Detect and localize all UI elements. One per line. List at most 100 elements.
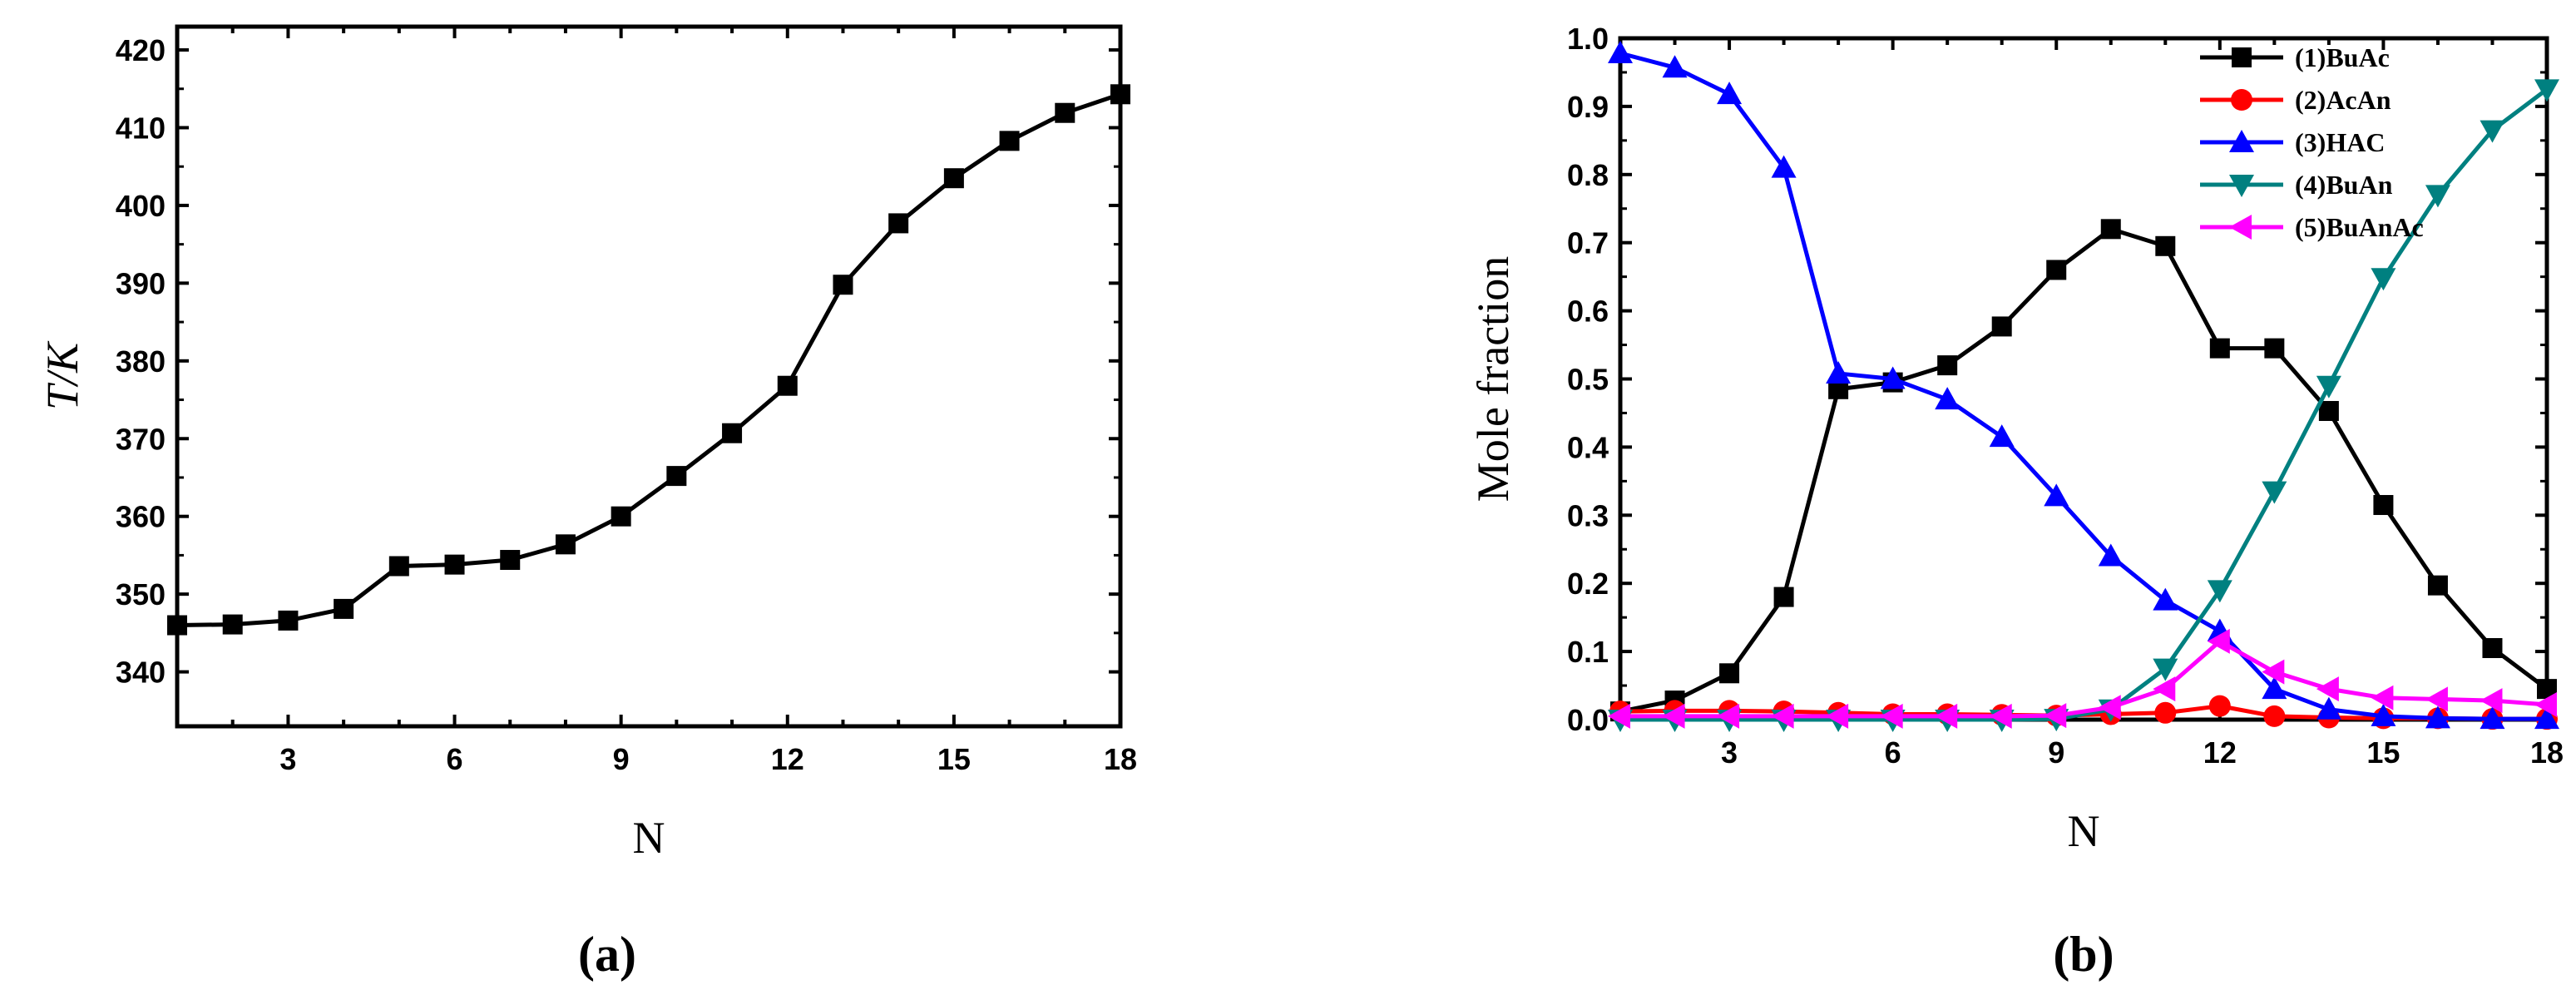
data-point [2480, 688, 2503, 714]
y-tick-label: 380 [116, 344, 166, 379]
data-point [1719, 663, 1740, 684]
data-point [1662, 703, 1685, 729]
data-point [1937, 355, 1958, 376]
x-tick-label: 6 [447, 742, 463, 776]
data-point [2100, 219, 2121, 240]
legend-marker [2232, 47, 2252, 67]
panel-a-chart: 3 6 9 12 15 18 340 350 360 370 380 390 400 410 420 N T/K… [37, 24, 1137, 982]
y-axis-title: Mole fraction [1468, 256, 1518, 502]
panel-b-chart: 3 6 9 12 15 18 0.0 0.1 0.2 0.3 0.4 0.5 0.6 0.7 0.8 0.9 1… [1468, 22, 2564, 982]
data-point [2153, 658, 2178, 681]
data-point [1771, 155, 1797, 178]
panel-label: (a) [578, 927, 636, 982]
data-point [2371, 685, 2394, 710]
data-point [2318, 400, 2339, 421]
y-tick-label: 0.8 [1567, 158, 1609, 192]
data-point [833, 275, 853, 295]
x-tick-label: 3 [279, 742, 296, 776]
legend-marker [2229, 215, 2252, 240]
data-point [722, 423, 743, 443]
data-point [1880, 703, 1903, 729]
data-point [1826, 703, 1849, 729]
data-point [1771, 703, 1794, 729]
y-tick-label: 0.7 [1567, 226, 1609, 260]
series-line [176, 92, 1121, 628]
data-point [2154, 701, 2177, 724]
data-point [2044, 483, 2069, 507]
data-point [888, 213, 909, 234]
data-point [1055, 102, 1075, 123]
data-point [1935, 387, 1960, 410]
data-point [167, 615, 187, 636]
data-point [2425, 705, 2450, 729]
y-tick-label: 410 [116, 111, 166, 145]
y-tick-label: 350 [116, 577, 166, 611]
data-point [2264, 338, 2285, 359]
x-axis-title: N [633, 813, 665, 863]
legend-entry: (4)BuAn [2295, 170, 2393, 200]
legend-marker [2229, 175, 2254, 197]
data-point [1989, 424, 2015, 448]
y-tick-label: 0.2 [1567, 567, 1609, 601]
legend-entry: (5)BuAnAc [2295, 212, 2424, 242]
legend-marker [2229, 130, 2254, 152]
data-point [500, 550, 521, 571]
data-point [777, 375, 798, 396]
data-point [1989, 703, 2012, 729]
plot-frame [175, 24, 1123, 729]
data-point [1608, 703, 1630, 729]
data-point [2425, 185, 2450, 208]
data-point [2534, 79, 2559, 102]
legend-marker [2231, 89, 2252, 111]
data-point [2373, 495, 2394, 516]
x-tick-label: 9 [2048, 735, 2064, 770]
data-point [999, 131, 1020, 151]
x-tick-label: 12 [2203, 735, 2237, 770]
data-point [2153, 676, 2176, 702]
data-point [334, 598, 354, 619]
data-point [2263, 705, 2286, 727]
data-point [2371, 703, 2396, 726]
y-tick-label: 360 [116, 500, 166, 534]
y-tick-label: 370 [116, 422, 166, 456]
y-tick-label: 1.0 [1567, 22, 1609, 56]
series-line [1619, 51, 2547, 721]
data-point [2262, 481, 2287, 504]
data-point [2207, 628, 2230, 654]
data-point [2262, 659, 2285, 685]
plot-frame [1618, 36, 2549, 722]
data-point [611, 506, 631, 527]
data-point [2316, 375, 2341, 398]
series-line [1620, 639, 2548, 719]
x-tick-label: 12 [771, 742, 804, 776]
y-tick-label: 340 [116, 656, 166, 690]
y-tick-label: 0.5 [1567, 363, 1609, 397]
data-point [222, 614, 243, 635]
data-point [2044, 703, 2067, 729]
legend-entry: (1)BuAc [2295, 42, 2390, 72]
data-point [2207, 580, 2232, 603]
data-point [1991, 316, 2012, 337]
data-point [555, 534, 576, 555]
data-point [2098, 695, 2121, 720]
y-tick-label: 390 [116, 266, 166, 300]
series-line [1619, 226, 2549, 714]
data-point [2480, 120, 2505, 143]
y-tick-label: 0.3 [1567, 498, 1609, 532]
data-point [2371, 268, 2396, 291]
y-axis-title: T/K [37, 340, 87, 410]
data-point [1773, 587, 1794, 607]
data-point [278, 610, 299, 631]
data-point [2208, 695, 2231, 717]
x-tick-label: 6 [1885, 735, 1901, 770]
data-point [1110, 84, 1130, 105]
y-tick-label: 0.4 [1567, 430, 1609, 464]
data-point [2427, 575, 2448, 596]
x-tick-label: 3 [1721, 735, 1738, 770]
data-point [666, 466, 687, 487]
x-tick-label: 9 [613, 742, 630, 776]
data-point [2316, 676, 2339, 702]
data-point [2316, 696, 2341, 720]
data-point [2209, 338, 2230, 359]
